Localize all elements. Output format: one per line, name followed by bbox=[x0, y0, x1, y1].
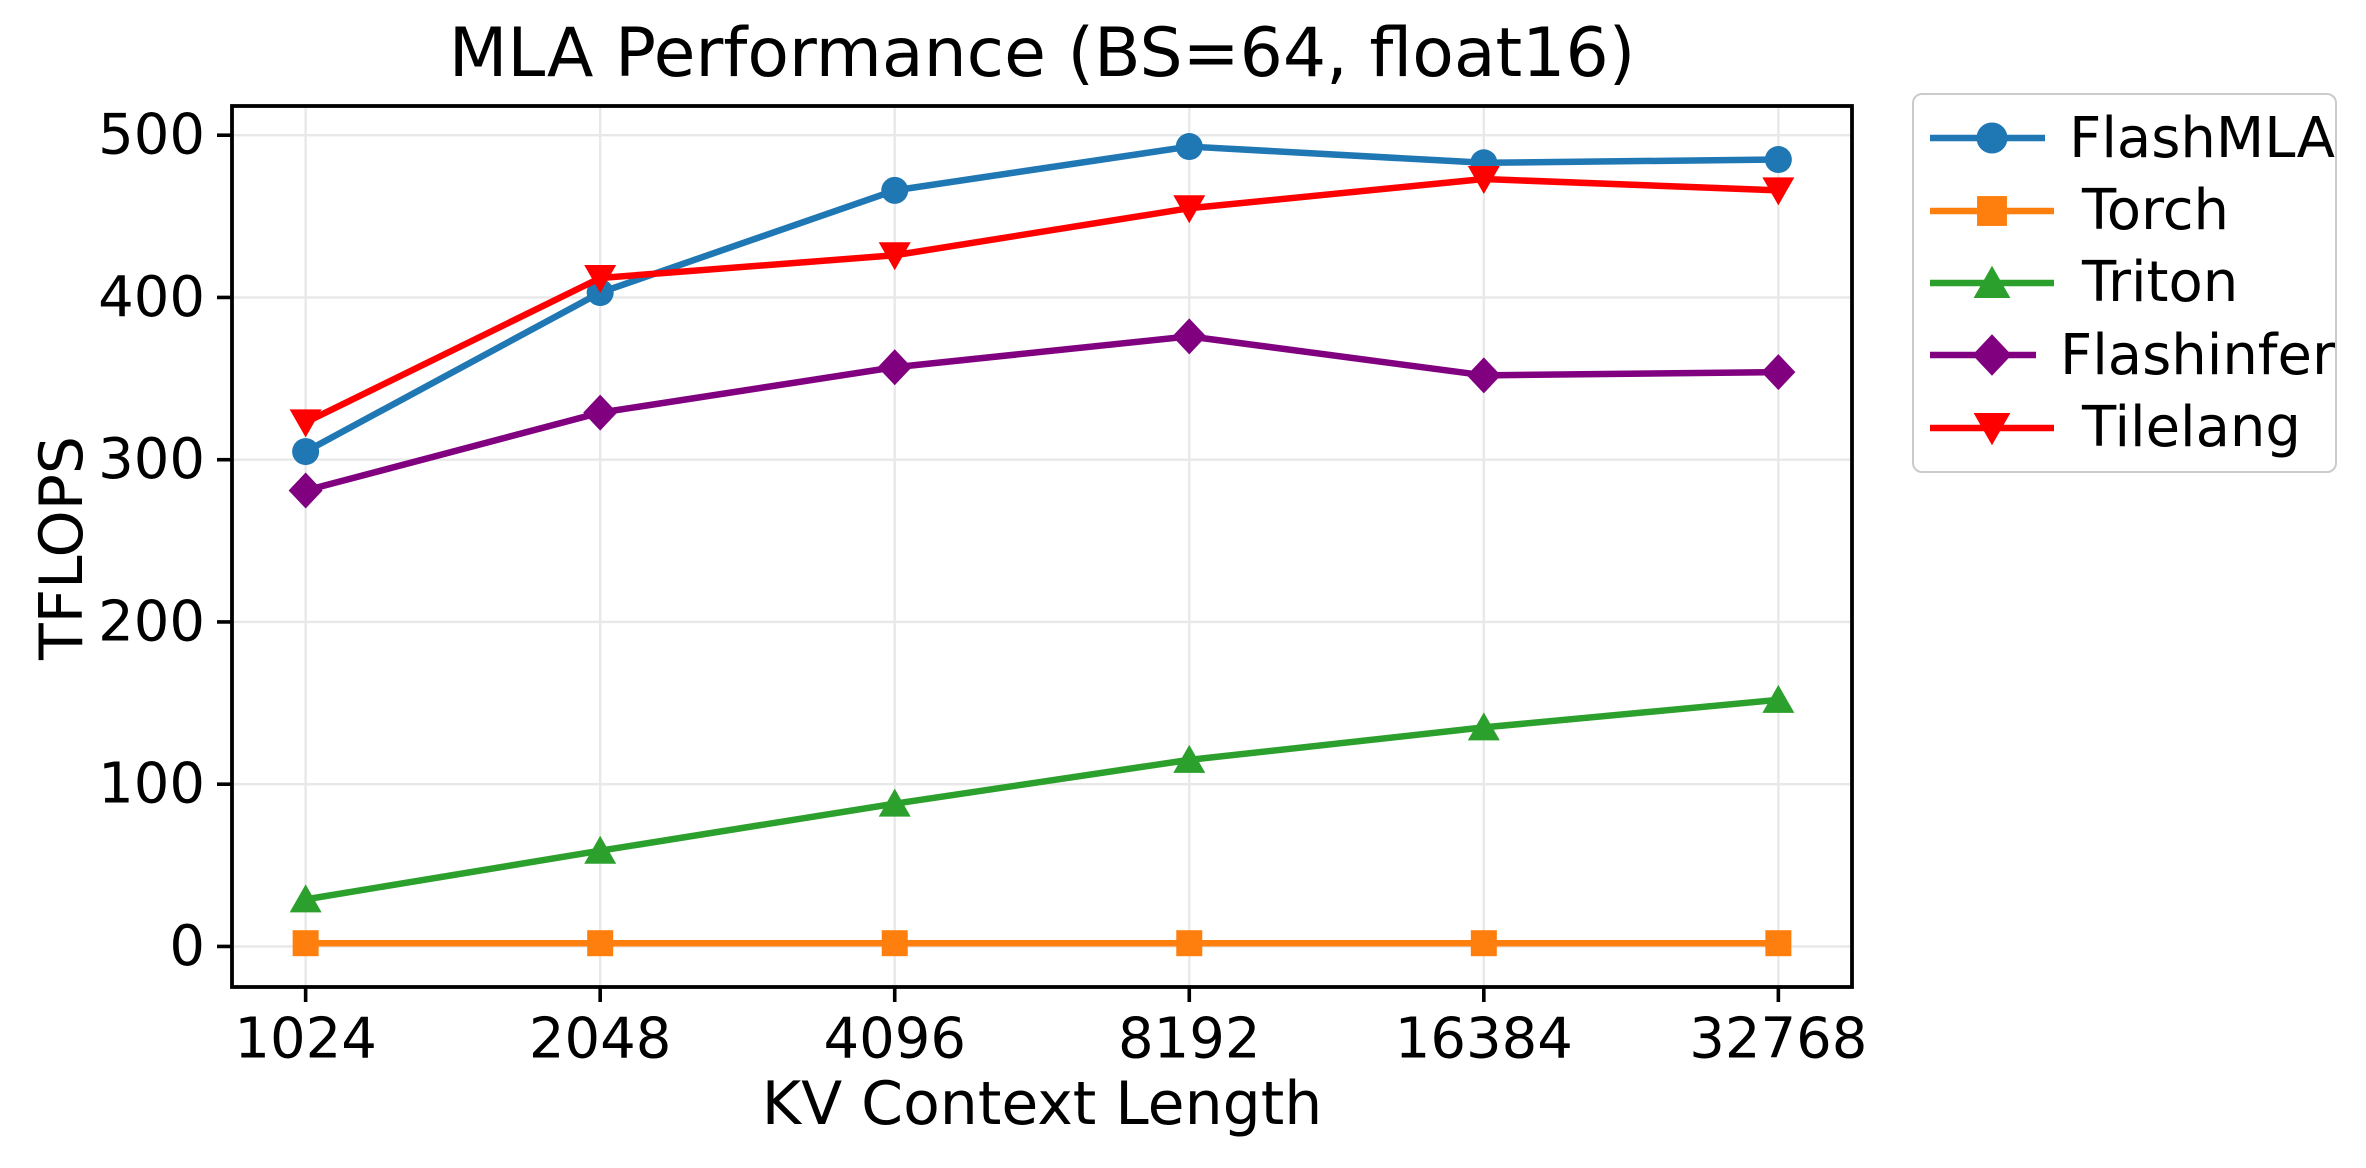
data-point-flashinfer-8192 bbox=[1172, 318, 1207, 355]
xtick-label-8192: 8192 bbox=[1118, 1007, 1261, 1072]
legend-item-triton: Triton bbox=[1914, 248, 2335, 318]
ytick-label-300: 300 bbox=[98, 427, 205, 492]
data-point-flashmla-32768 bbox=[1764, 146, 1792, 174]
data-point-flashmla-4096 bbox=[881, 176, 909, 204]
legend-item-tilelang: Tilelang bbox=[1914, 393, 2335, 463]
grid bbox=[232, 106, 1852, 987]
series-flashmla bbox=[292, 133, 1792, 466]
data-point-tilelang-1024 bbox=[289, 409, 322, 438]
data-point-triton-8192 bbox=[1173, 744, 1206, 773]
data-point-torch-8192 bbox=[1176, 930, 1203, 957]
data-point-triton-16384 bbox=[1467, 712, 1500, 741]
data-point-triton-2048 bbox=[584, 835, 617, 864]
legend-label-flashmla: FlashMLA bbox=[2069, 105, 2335, 171]
data-point-flashmla-1024 bbox=[292, 438, 320, 466]
data-point-tilelang-16384 bbox=[1467, 166, 1500, 195]
series-triton bbox=[289, 684, 1795, 913]
series-line-flashinfer bbox=[302, 333, 1782, 494]
xtick-label-2048: 2048 bbox=[529, 1007, 672, 1072]
axes-spines bbox=[230, 104, 1854, 989]
xtick-label-16384: 16384 bbox=[1395, 1007, 1573, 1072]
series-tilelang bbox=[289, 166, 1795, 438]
data-point-triton-32768 bbox=[1762, 684, 1795, 713]
data-point-tilelang-2048 bbox=[584, 264, 617, 293]
chart-title: MLA Performance (BS=64, float16) bbox=[448, 14, 1636, 93]
legend-label-tilelang: Tilelang bbox=[2082, 395, 2301, 461]
data-point-flashmla-8192 bbox=[1175, 133, 1203, 161]
legend-glyph-flashmla bbox=[1976, 122, 2008, 154]
legend-glyph-flashinfer bbox=[1972, 334, 2012, 377]
data-point-flashinfer-2048 bbox=[583, 394, 618, 431]
legend-marker-torch bbox=[1930, 195, 2054, 226]
legend-glyph-triton bbox=[1973, 265, 2011, 298]
series-line-tilelang bbox=[302, 175, 1782, 426]
xtick-label-1024: 1024 bbox=[234, 1007, 377, 1072]
x-axis-label: KV Context Length bbox=[761, 1069, 1323, 1139]
data-point-torch-2048 bbox=[587, 930, 614, 957]
legend-item-flashinfer: Flashinfer bbox=[1914, 320, 2335, 390]
legend-glyph-tilelang bbox=[1973, 412, 2011, 445]
ytick-label-400: 400 bbox=[98, 265, 205, 330]
ytick-label-500: 500 bbox=[98, 103, 205, 168]
data-point-flashinfer-16384 bbox=[1466, 357, 1501, 394]
series-torch bbox=[292, 930, 1792, 957]
legend-marker-flashinfer bbox=[1930, 334, 2036, 377]
data-point-torch-1024 bbox=[292, 930, 319, 957]
data-point-torch-32768 bbox=[1765, 930, 1792, 957]
legend-label-torch: Torch bbox=[2082, 178, 2230, 244]
xtick-label-32768: 32768 bbox=[1689, 1007, 1867, 1072]
data-point-tilelang-32768 bbox=[1762, 177, 1795, 206]
legend-label-flashinfer: Flashinfer bbox=[2060, 322, 2335, 388]
series-flashinfer bbox=[288, 318, 1796, 509]
ytick-label-100: 100 bbox=[98, 752, 205, 817]
xtick-label-4096: 4096 bbox=[823, 1007, 966, 1072]
ticks: 0 100 200 300 400 500 1024 2048 4096 8192 16384 327… bbox=[98, 103, 1867, 1072]
legend: FlashMLA Torch Triton Flashinfer Tilelang bbox=[1912, 93, 2337, 473]
legend-marker-flashmla bbox=[1930, 122, 2046, 154]
y-axis-label: TFLOPS bbox=[27, 436, 97, 660]
legend-item-torch: Torch bbox=[1914, 176, 2335, 246]
legend-item-flashmla: FlashMLA bbox=[1914, 103, 2335, 173]
data-point-flashinfer-4096 bbox=[877, 349, 912, 386]
data-point-torch-16384 bbox=[1470, 930, 1497, 957]
data-point-tilelang-8192 bbox=[1173, 195, 1206, 224]
legend-marker-triton bbox=[1930, 265, 2054, 298]
data-point-triton-1024 bbox=[289, 884, 322, 913]
legend-label-triton: Triton bbox=[2082, 250, 2239, 316]
legend-marker-tilelang bbox=[1930, 412, 2054, 445]
ytick-label-200: 200 bbox=[98, 589, 205, 654]
legend-glyph-torch bbox=[1977, 195, 2007, 226]
data-point-flashinfer-32768 bbox=[1761, 354, 1796, 391]
data-point-tilelang-4096 bbox=[878, 242, 911, 271]
data-point-torch-4096 bbox=[881, 930, 908, 957]
ytick-label-0: 0 bbox=[169, 914, 205, 979]
data-point-flashinfer-1024 bbox=[288, 472, 323, 509]
series-line-triton bbox=[302, 696, 1782, 903]
series-line-flashmla bbox=[302, 143, 1782, 455]
data-point-triton-4096 bbox=[878, 788, 911, 817]
